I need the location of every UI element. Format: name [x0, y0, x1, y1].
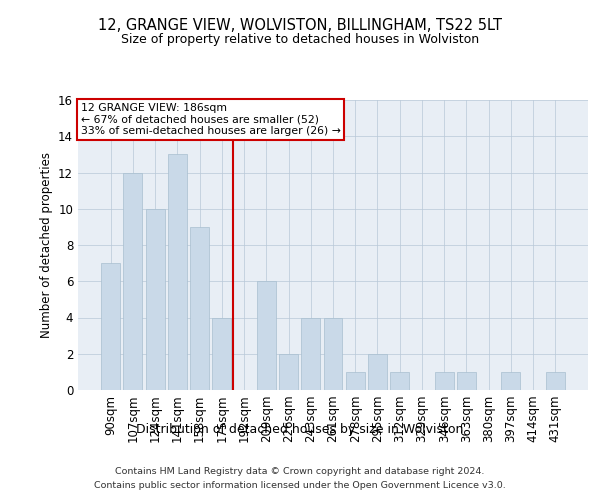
- Text: 12 GRANGE VIEW: 186sqm
← 67% of detached houses are smaller (52)
33% of semi-det: 12 GRANGE VIEW: 186sqm ← 67% of detached…: [80, 103, 340, 136]
- Bar: [101, 263, 120, 390]
- Bar: [124, 172, 142, 390]
- Bar: [368, 354, 387, 390]
- Bar: [546, 372, 565, 390]
- Text: 12, GRANGE VIEW, WOLVISTON, BILLINGHAM, TS22 5LT: 12, GRANGE VIEW, WOLVISTON, BILLINGHAM, …: [98, 18, 502, 32]
- Bar: [190, 227, 209, 390]
- Text: Contains HM Land Registry data © Crown copyright and database right 2024.: Contains HM Land Registry data © Crown c…: [115, 468, 485, 476]
- Bar: [502, 372, 520, 390]
- Bar: [435, 372, 454, 390]
- Bar: [279, 354, 298, 390]
- Text: Size of property relative to detached houses in Wolviston: Size of property relative to detached ho…: [121, 32, 479, 46]
- Y-axis label: Number of detached properties: Number of detached properties: [40, 152, 53, 338]
- Bar: [390, 372, 409, 390]
- Bar: [323, 318, 343, 390]
- Text: Distribution of detached houses by size in Wolviston: Distribution of detached houses by size …: [136, 422, 464, 436]
- Bar: [457, 372, 476, 390]
- Bar: [346, 372, 365, 390]
- Bar: [301, 318, 320, 390]
- Bar: [212, 318, 231, 390]
- Bar: [146, 209, 164, 390]
- Text: Contains public sector information licensed under the Open Government Licence v3: Contains public sector information licen…: [94, 481, 506, 490]
- Bar: [168, 154, 187, 390]
- Bar: [257, 281, 276, 390]
